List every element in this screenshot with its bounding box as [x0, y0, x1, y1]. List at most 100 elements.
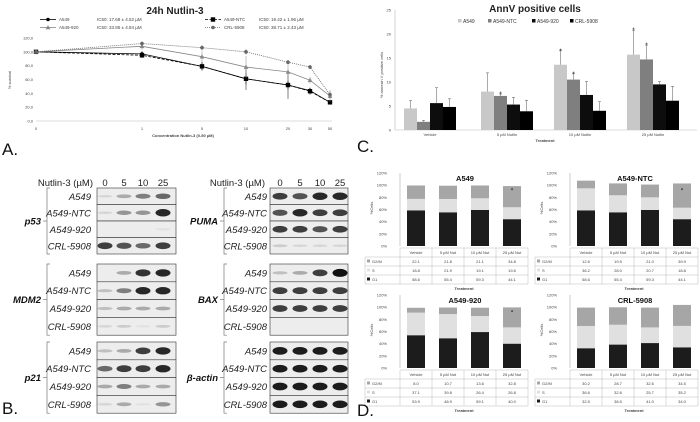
table-cell: 58.6: [412, 277, 421, 282]
bar-segment-g2m: [471, 307, 489, 316]
row-label: S: [542, 390, 545, 395]
bar: [653, 84, 666, 130]
table-cell: 21.9: [444, 268, 453, 273]
protein-band: [292, 287, 308, 295]
protein-band: [116, 242, 132, 249]
stacked-bar: [471, 307, 489, 368]
bar-segment-s: [609, 195, 627, 213]
protein-band: [332, 400, 348, 409]
significance-asterisk: *: [632, 28, 635, 34]
table-cell: 21.1: [476, 259, 485, 264]
chart-title: A549-920: [449, 296, 482, 305]
legend-item: A549-920 IC50: 33.85 ± 4.84 µM: [40, 25, 142, 30]
legend-item: CRL-5908: [570, 19, 598, 25]
chart-title: CRL-5908: [618, 296, 653, 305]
protein-band: [312, 192, 328, 200]
table-cell: 28.0: [614, 268, 623, 273]
table-cell: 19.5: [614, 259, 623, 264]
protein-band: [155, 193, 171, 200]
protein-band: [292, 225, 308, 233]
data-point: [243, 76, 249, 82]
table-cell: 55.4: [444, 277, 453, 282]
data-point: [328, 92, 332, 97]
bar-segment-g1: [503, 219, 521, 246]
cell-line-label: A549-NTC: [221, 364, 267, 375]
bar-segment-s: [609, 324, 627, 345]
table-cell: 26.8: [508, 390, 517, 395]
y-tick-label: 40%: [549, 219, 557, 224]
y-axis-label: %Cells: [539, 324, 544, 336]
x-tick-label: 50: [328, 126, 333, 131]
table-cell: 19.6: [508, 268, 517, 273]
y-tick-label: 20%: [379, 353, 387, 358]
cell-cycle-charts: A549 0% 20% 40% 60% 80% 100% 120% %Cells * Vehicle…: [364, 171, 699, 413]
bar-segment-g2m: [407, 307, 425, 313]
protein-band: [116, 365, 132, 373]
blot-strip: [269, 395, 349, 414]
x-tick-label: 30: [308, 126, 313, 131]
protein-band: [135, 403, 151, 406]
table-header: Vehicle: [580, 250, 594, 255]
cell-line-label: A549: [68, 192, 92, 203]
bar-segment-g1: [577, 348, 595, 368]
table-cell: 41.0: [646, 399, 655, 404]
protein-band: [97, 349, 113, 353]
series-a549: [34, 50, 332, 105]
significance-asterisk: *: [572, 72, 575, 78]
protein-band: [135, 287, 151, 295]
y-tick-label: 20%: [549, 231, 557, 236]
protein-band: [272, 347, 288, 355]
bar: [404, 108, 417, 130]
y-tick-label: 40%: [379, 219, 387, 224]
bar-segment-g1: [439, 338, 457, 368]
y-tick-label: 20: [387, 32, 392, 37]
y-tick-label: 0,0: [27, 119, 33, 124]
dose-header-label: Nutlin-3 (µM): [38, 178, 93, 189]
chart-a-plot: 0,0 20,0 40,0 60,0 80,0 100,0 120,0 0 1 5 10 20 30 50…: [23, 17, 333, 131]
protein-label: PUMA: [190, 217, 218, 228]
protein-band: [116, 349, 132, 353]
table-cell: 35.2: [678, 390, 687, 395]
cell-line-label: CRL-5908: [224, 241, 268, 252]
table-cell: 55.4: [614, 277, 623, 282]
legend-swatch: [532, 19, 536, 23]
stacked-bar: *: [673, 183, 691, 246]
stacked-bar: [673, 304, 691, 368]
chart-c-legend: A549 A549-NTC A549-920 CRL-5908: [458, 19, 598, 25]
series-crl-5908: [34, 41, 332, 99]
bar-segment-g1: [673, 347, 691, 368]
blot-mdm2: MDM2 A549 A549-NTC A549-920 CRL-5908: [13, 263, 177, 336]
protein-band: [312, 269, 328, 277]
bar-segment-g2m: [609, 183, 627, 196]
bar-segment-g2m: [641, 307, 659, 328]
cell-line-label: A549: [68, 346, 92, 357]
table-header: 5 µM Nut: [440, 372, 457, 377]
stacked-bar: [641, 307, 659, 368]
y-tick-label: 80,0: [25, 63, 34, 68]
y-axis-label: %Cells: [539, 202, 544, 214]
legend-item: A549-920: [532, 19, 559, 25]
table-header: 5 µM Nut: [610, 250, 627, 255]
dose-label: 25: [158, 178, 169, 189]
y-tick-label: 80%: [379, 317, 387, 322]
protein-band: [272, 225, 288, 233]
dose-label: 5: [121, 178, 126, 189]
y-tick-label: 25: [387, 8, 392, 13]
protein-band: [332, 364, 348, 373]
data-table: Vehicle 5 µM Nut 10 µM Nut 25 µM Nut G2/M 12.…: [534, 247, 699, 285]
legend-swatch: [537, 381, 540, 385]
bar: [580, 94, 593, 130]
significance-asterisk: *: [511, 188, 514, 194]
row-label: G1: [372, 277, 378, 282]
significance-asterisk: *: [511, 310, 514, 316]
bar: [520, 111, 533, 130]
stacked-bar: [577, 180, 595, 246]
bar-segment-g1: [439, 212, 457, 246]
protein-band: [292, 305, 308, 312]
chart-d-a549-ntc: A549-NTC 0% 20% 40% 60% 80% 100% 120% %Cells * Veh…: [534, 171, 699, 291]
protein-band: [272, 400, 288, 409]
panel-label-c: C.: [357, 137, 374, 156]
table-cell: 48.9: [444, 399, 453, 404]
legend-swatch: [488, 19, 492, 23]
y-tick-label: 60%: [549, 207, 557, 212]
